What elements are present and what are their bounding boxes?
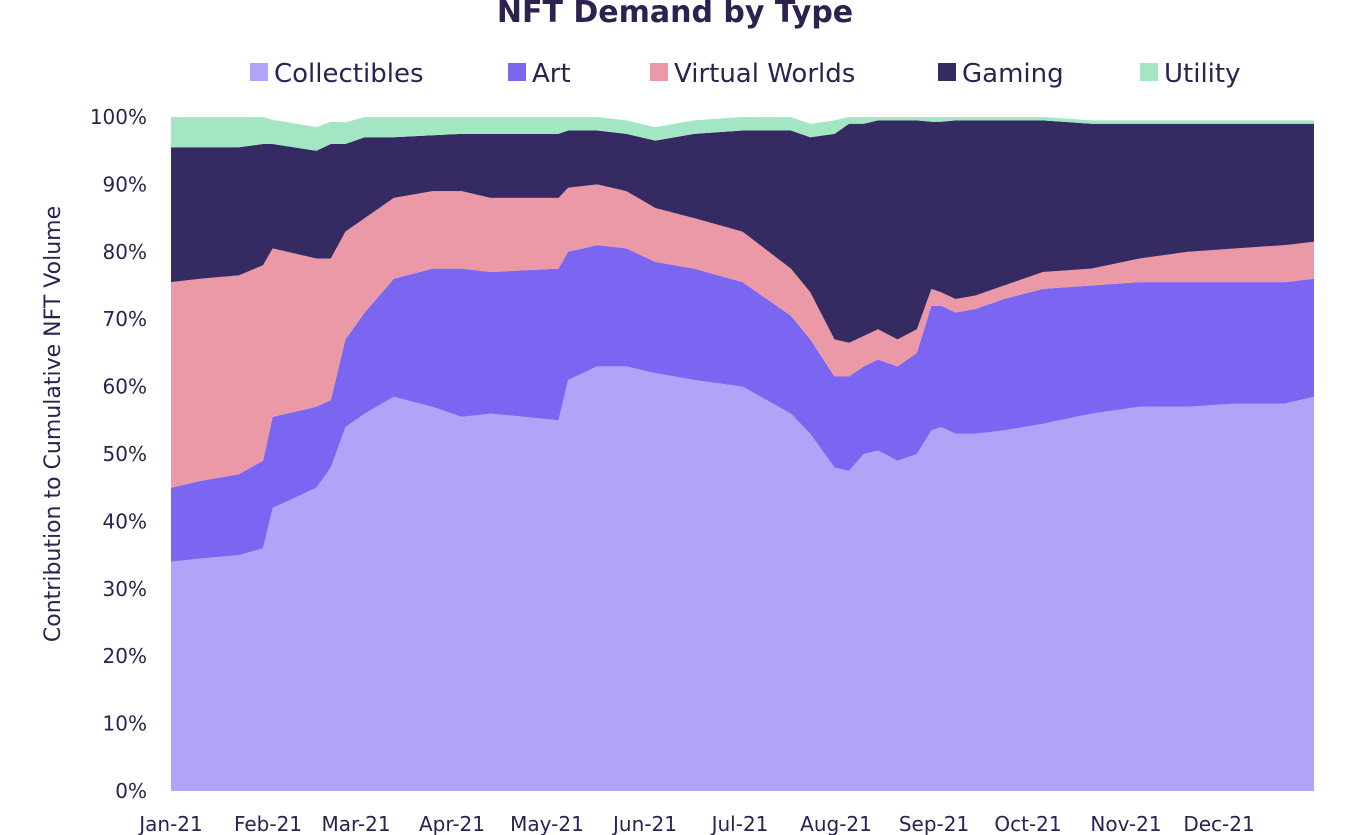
y-axis-ticks: 0% 10% 20% 30% 40% 50% 60% 70% 80% 90% 100% [90,105,147,803]
y-tick-label: 0% [115,779,147,803]
legend-item-gaming: Gaming [938,59,1064,89]
chart-title: NFT Demand by Type [497,0,853,30]
legend-label: Collectibles [274,59,424,89]
x-tick-label: Jul-21 [710,812,769,835]
y-tick-label: 80% [103,240,147,264]
legend-swatch [1140,63,1158,81]
legend-label: Utility [1164,59,1240,89]
y-tick-label: 60% [103,375,147,399]
legend-label: Art [532,59,571,89]
x-axis-ticks: Jan-21 Feb-21 Mar-21 Apr-21 May-21 Jun-21 Jul-… [137,812,1254,835]
legend-item-collectibles: Collectibles [250,59,424,89]
y-axis-label: Contribution to Cumulative NFT Volume [41,206,66,642]
y-tick-label: 30% [103,577,147,601]
area-utility [171,117,1314,151]
legend: Collectibles Art Virtual Worlds Gaming Utili… [250,59,1240,89]
x-tick-label: Sep-21 [899,812,969,835]
legend-label: Virtual Worlds [674,59,855,89]
y-tick-label: 10% [103,712,147,736]
y-tick-label: 40% [103,509,147,533]
x-tick-label: Apr-21 [419,812,485,835]
x-tick-label: Feb-21 [234,812,302,835]
area-collectibles [171,366,1314,791]
y-tick-label: 50% [103,442,147,466]
x-tick-label: Mar-21 [321,812,390,835]
legend-item-virtual-worlds: Virtual Worlds [650,59,855,89]
y-tick-label: 70% [103,307,147,331]
y-tick-label: 100% [90,105,147,129]
area-art [171,245,1314,562]
legend-item-utility: Utility [1140,59,1240,89]
plot-area [171,117,1314,791]
legend-swatch [650,63,668,81]
x-tick-label: Oct-21 [994,812,1061,835]
area-virtual-worlds [171,184,1314,488]
y-tick-label: 20% [103,644,147,668]
legend-item-art: Art [508,59,571,89]
y-tick-label: 90% [103,172,147,196]
x-tick-label: Jan-21 [137,812,203,835]
legend-swatch [508,63,526,81]
legend-swatch [938,63,956,81]
x-tick-label: Dec-21 [1183,812,1254,835]
area-gaming [171,120,1314,343]
x-tick-label: Nov-21 [1090,812,1161,835]
x-tick-label: Aug-21 [800,812,872,835]
x-tick-label: May-21 [510,812,584,835]
x-tick-label: Jun-21 [611,812,677,835]
legend-label: Gaming [962,59,1064,89]
legend-swatch [250,63,268,81]
